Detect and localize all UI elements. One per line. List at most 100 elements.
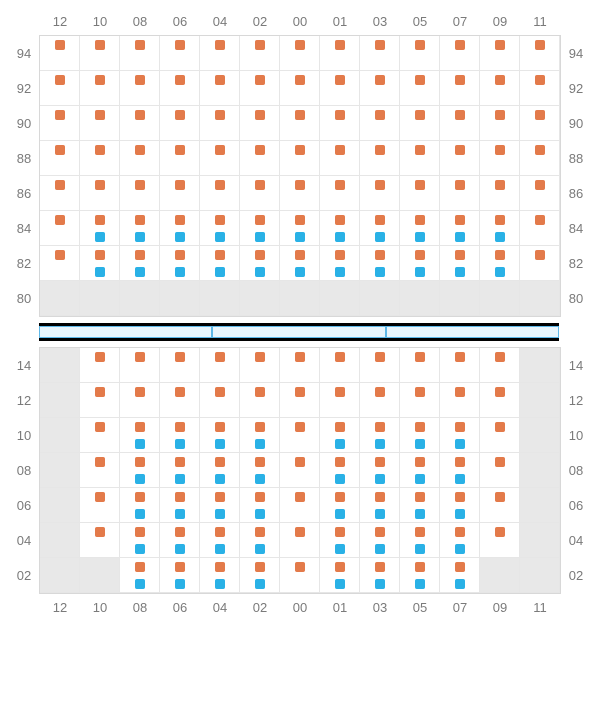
grid-cell <box>480 281 520 316</box>
orange-marker <box>295 422 305 432</box>
orange-marker <box>55 40 65 50</box>
row-label: 86 <box>9 176 39 211</box>
grid-cell <box>280 36 320 71</box>
grid-cell <box>80 246 120 281</box>
grid-cell <box>440 281 480 316</box>
column-label: 02 <box>240 14 280 29</box>
blue-marker <box>255 579 265 589</box>
grid-cell <box>520 176 560 211</box>
orange-marker <box>255 492 265 502</box>
blue-marker <box>375 579 385 589</box>
grid-cell <box>400 383 440 418</box>
orange-marker <box>255 422 265 432</box>
row-label: 80 <box>561 281 591 316</box>
orange-marker <box>255 562 265 572</box>
column-label: 08 <box>120 14 160 29</box>
blue-marker <box>135 579 145 589</box>
grid-cell <box>240 246 280 281</box>
grid-cell <box>160 176 200 211</box>
orange-marker <box>215 145 225 155</box>
column-label: 11 <box>520 14 560 29</box>
grid-cell <box>40 141 80 176</box>
orange-marker <box>375 457 385 467</box>
column-label: 04 <box>200 14 240 29</box>
orange-marker <box>135 562 145 572</box>
column-labels: 12100806040200010305070911 <box>9 14 591 29</box>
grid-cell <box>120 211 160 246</box>
upper-row-labels: 9492908886848280 <box>9 36 39 316</box>
blue-marker <box>135 474 145 484</box>
orange-marker <box>255 110 265 120</box>
grid-cell <box>520 453 560 488</box>
grid-cell <box>40 558 80 593</box>
grid-cell <box>480 36 520 71</box>
row-label: 94 <box>561 36 591 71</box>
grid-cell <box>520 36 560 71</box>
grid-cell <box>160 523 200 558</box>
grid-cell <box>280 453 320 488</box>
blue-marker <box>375 474 385 484</box>
blue-marker <box>415 439 425 449</box>
orange-marker <box>95 250 105 260</box>
grid-cell <box>40 106 80 141</box>
grid-cell <box>400 488 440 523</box>
grid-cell <box>200 106 240 141</box>
orange-marker <box>295 562 305 572</box>
row-label: 94 <box>9 36 39 71</box>
grid-cell <box>280 141 320 176</box>
orange-marker <box>495 180 505 190</box>
orange-marker <box>375 352 385 362</box>
grid-cell <box>320 71 360 106</box>
orange-marker <box>495 492 505 502</box>
orange-marker <box>335 40 345 50</box>
orange-marker <box>175 352 185 362</box>
grid-cell <box>360 488 400 523</box>
orange-marker <box>135 40 145 50</box>
orange-marker <box>95 387 105 397</box>
orange-marker <box>175 422 185 432</box>
blue-marker <box>215 474 225 484</box>
column-label: 06 <box>160 14 200 29</box>
grid-cell <box>40 176 80 211</box>
blue-marker <box>415 509 425 519</box>
orange-marker <box>175 75 185 85</box>
grid-cell <box>520 418 560 453</box>
grid-cell <box>200 383 240 418</box>
grid-cell <box>80 211 120 246</box>
row-label: 92 <box>9 71 39 106</box>
grid-cell <box>360 36 400 71</box>
orange-marker <box>95 145 105 155</box>
blue-marker <box>295 232 305 242</box>
grid-cell <box>240 71 280 106</box>
grid-cell <box>360 211 400 246</box>
grid-cell <box>240 418 280 453</box>
orange-marker <box>375 492 385 502</box>
column-label: 11 <box>520 600 560 615</box>
orange-marker <box>535 250 545 260</box>
orange-marker <box>535 145 545 155</box>
row-label: 82 <box>9 246 39 281</box>
grid-cell <box>120 523 160 558</box>
grid-cell <box>200 558 240 593</box>
grid-cell <box>480 383 520 418</box>
row-label: 10 <box>9 418 39 453</box>
blue-marker <box>175 579 185 589</box>
orange-marker <box>175 387 185 397</box>
grid-cell <box>320 558 360 593</box>
orange-marker <box>455 387 465 397</box>
grid-cell <box>520 71 560 106</box>
orange-marker <box>295 40 305 50</box>
orange-marker <box>495 110 505 120</box>
grid-cell <box>480 176 520 211</box>
grid-cell <box>80 348 120 383</box>
orange-marker <box>255 145 265 155</box>
grid-cell <box>40 523 80 558</box>
orange-marker <box>95 180 105 190</box>
grid-cell <box>400 348 440 383</box>
orange-marker <box>455 110 465 120</box>
orange-marker <box>55 250 65 260</box>
grid-cell <box>160 71 200 106</box>
grid-cell <box>80 418 120 453</box>
grid-cell <box>360 453 400 488</box>
grid-cell <box>40 281 80 316</box>
